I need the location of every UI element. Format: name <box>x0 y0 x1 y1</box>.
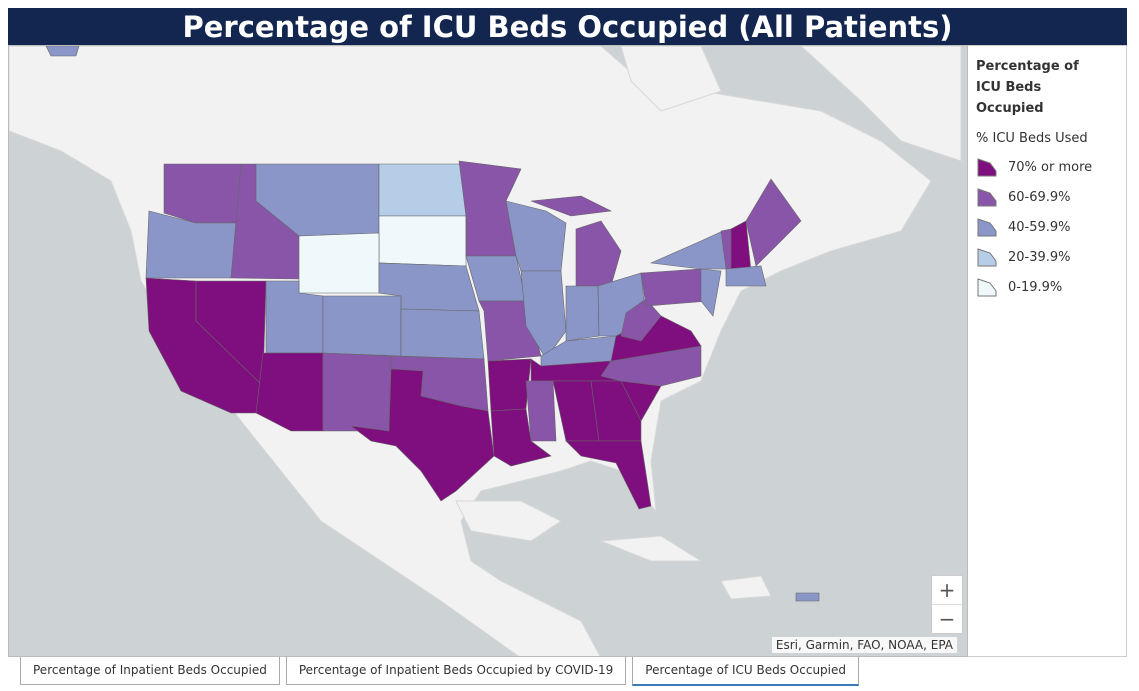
state <box>322 295 402 357</box>
legend-item: 0-19.9% <box>976 272 1118 302</box>
legend-swatch-shape <box>977 278 997 297</box>
legend: Percentage of ICU Beds Occupied % ICU Be… <box>968 45 1127 657</box>
legend-label: 60-69.9% <box>1008 189 1071 205</box>
legend-item: 70% or more <box>976 152 1118 182</box>
legend-swatch <box>977 248 997 267</box>
state <box>640 268 710 307</box>
zoom-control: + − <box>931 575 963 634</box>
state <box>575 220 622 287</box>
legend-swatch <box>977 158 997 177</box>
state <box>725 265 767 287</box>
legend-swatch <box>977 188 997 207</box>
legend-subtitle: % ICU Beds Used <box>976 131 1088 146</box>
legend-label: 40-59.9% <box>1008 219 1071 235</box>
state <box>530 195 613 217</box>
legend-swatch <box>977 218 997 237</box>
legend-item: 40-59.9% <box>976 212 1118 242</box>
legend-items: 70% or more 60-69.9% 40-59.9% 20-39.9% 0-19.… <box>976 152 1118 302</box>
state <box>255 352 324 432</box>
state <box>525 380 557 442</box>
state <box>45 46 80 57</box>
state <box>487 358 532 412</box>
state <box>298 232 380 294</box>
legend-swatch-shape <box>977 158 997 177</box>
legend-item: 20-39.9% <box>976 242 1118 272</box>
tab[interactable]: Percentage of Inpatient Beds Occupied by… <box>285 657 627 685</box>
state <box>520 270 567 360</box>
state <box>565 440 652 510</box>
state <box>620 298 662 342</box>
legend-swatch-shape <box>977 248 997 267</box>
state <box>400 308 485 360</box>
header-title: Percentage of ICU Beds Occupied (All Pat… <box>8 8 1127 45</box>
state <box>322 352 392 432</box>
state <box>700 268 722 317</box>
map: + − Esri, Garmin, FAO, NOAA, EPA <box>8 45 968 657</box>
attribution: Esri, Garmin, FAO, NOAA, EPA <box>771 637 957 653</box>
map-canvas <box>9 46 967 656</box>
legend-swatch-shape <box>977 188 997 207</box>
state <box>745 178 802 267</box>
states <box>45 46 820 602</box>
tab[interactable]: Percentage of ICU Beds Occupied <box>632 657 859 686</box>
state <box>378 215 467 267</box>
tab[interactable]: Percentage of Inpatient Beds Occupied <box>20 657 280 685</box>
state <box>795 592 820 602</box>
legend-item: 60-69.9% <box>976 182 1118 212</box>
zoom-in-button[interactable]: + <box>938 578 956 602</box>
state <box>565 285 600 342</box>
zoom-out-button[interactable]: − <box>932 604 962 633</box>
legend-label: 0-19.9% <box>1008 279 1063 295</box>
state <box>349 368 495 502</box>
state <box>378 163 467 217</box>
legend-title: Percentage of ICU Beds Occupied <box>976 59 1079 116</box>
legend-label: 70% or more <box>1008 159 1093 175</box>
tab-bar: Percentage of Inpatient Beds Occupied Per… <box>20 657 859 686</box>
legend-swatch-shape <box>977 218 997 237</box>
legend-label: 20-39.9% <box>1008 249 1071 265</box>
state <box>163 163 242 224</box>
legend-swatch <box>977 278 997 297</box>
state <box>490 408 552 467</box>
